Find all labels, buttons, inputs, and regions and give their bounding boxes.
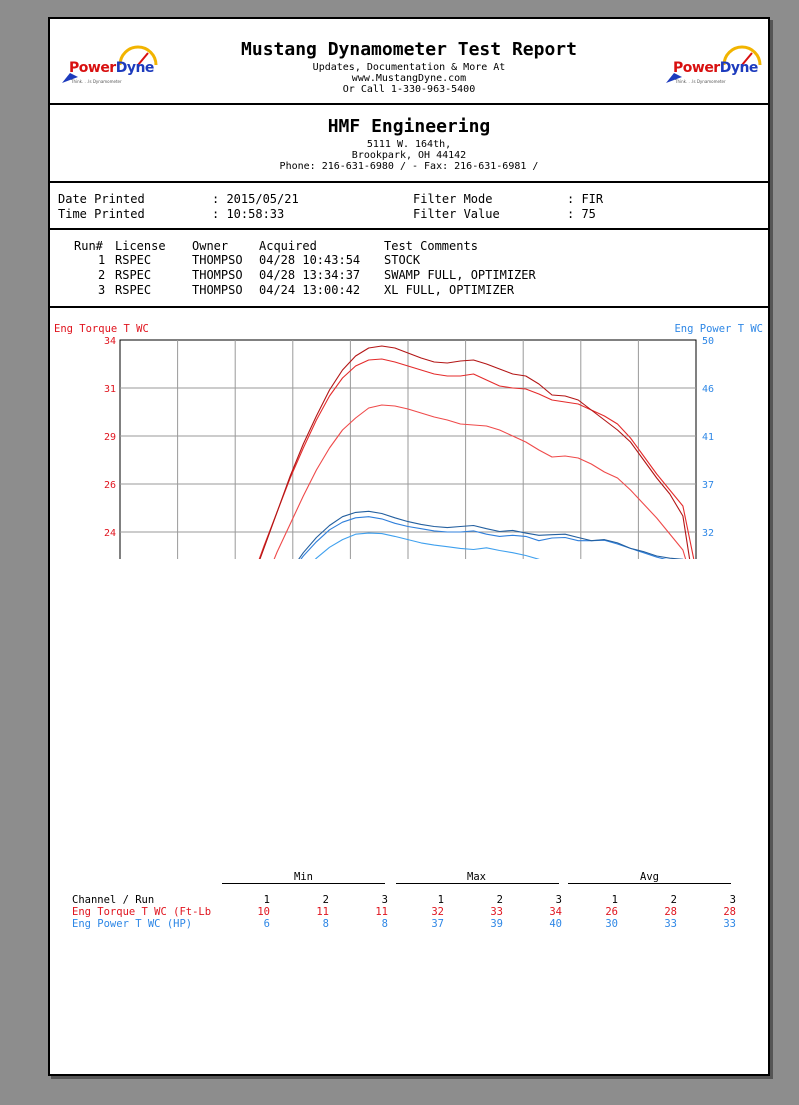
report-title: Mustang Dynamometer Test Report	[241, 39, 577, 60]
filter-value-label: Filter Value	[413, 207, 500, 221]
stats-torque-label: Eng Torque T WC (Ft-Lb	[72, 906, 212, 918]
runs-header-owner: Owner	[192, 239, 229, 253]
filter-mode-label: Filter Mode	[413, 192, 493, 206]
header-line-2: www.MustangDyne.com	[351, 73, 467, 84]
run-owner: THOMPSO	[192, 253, 243, 267]
header-line-3: Or Call 1-330-963-5400	[342, 84, 476, 95]
runs-header-comments: Test Comments	[384, 239, 478, 253]
date-printed-label: Date Printed	[58, 192, 145, 206]
powerdyne-logo-right: PowerDyne Think. . .Is Dynamometer	[662, 43, 762, 84]
stats-run-column-header: 2	[670, 894, 677, 906]
runs-header-run: Run#	[74, 239, 103, 253]
time-printed-label: Time Printed	[58, 207, 145, 221]
run-comment: XL FULL, OPTIMIZER	[384, 283, 515, 297]
shop-address-1: 5111 W. 164th,	[366, 139, 452, 150]
y-right-tick-label: 50	[702, 336, 714, 347]
stats-group-min: Min	[294, 871, 313, 883]
dyno-chart: 4813172126303539434810121417192224262931…	[54, 323, 763, 559]
run-license: RSPEC	[115, 268, 152, 282]
y-left-tick-label: 26	[104, 480, 116, 491]
stats-run-column-header: 2	[496, 894, 503, 906]
stats-run-column-header: 3	[555, 894, 562, 906]
stats-max-rule	[396, 883, 559, 884]
stats-min-rule	[222, 883, 385, 884]
y-right-tick-label: 32	[702, 528, 714, 539]
stats-run-column-header: 3	[729, 894, 736, 906]
y-right-axis-label: Eng Power T WC	[674, 323, 763, 335]
stats-power-value: 8	[322, 918, 329, 930]
y-left-tick-label: 24	[104, 528, 116, 539]
torque-series-line-run-1	[273, 404, 687, 559]
stats-power-value: 33	[664, 918, 677, 930]
stats-torque-value: 32	[431, 906, 444, 918]
run-acquired: 04/24 13:00:42	[259, 283, 361, 297]
logo-wordmark: PowerDyne	[673, 60, 758, 76]
run-comment: SWAMP FULL, OPTIMIZER	[384, 268, 536, 282]
filter-mode-value: : FIR	[567, 192, 604, 206]
torque-series-line-run-2	[258, 358, 695, 559]
stats-torque-value: 33	[490, 906, 503, 918]
run-comment: STOCK	[384, 253, 421, 267]
power-series-line-run-1	[314, 532, 540, 559]
stats-run-column-header: 1	[437, 894, 444, 906]
y-left-tick-label: 31	[104, 384, 116, 395]
run-acquired: 04/28 13:34:37	[259, 268, 361, 282]
power-series-line-run-3	[298, 510, 684, 559]
shop-address-2: Brookpark, OH 44142	[351, 150, 467, 161]
stats-power-value: 40	[549, 918, 562, 930]
run-license: RSPEC	[115, 283, 152, 297]
date-printed-value: : 2015/05/21	[212, 192, 299, 206]
runs-header-acquired: Acquired	[259, 239, 317, 253]
stats-power-value: 39	[490, 918, 503, 930]
run-number: 2	[98, 268, 106, 282]
logo-tagline: Think. . .Is Dynamometer	[675, 79, 726, 84]
stats-torque-value: 11	[375, 906, 388, 918]
gauge-icon	[62, 45, 158, 83]
stats-power-value: 6	[263, 918, 270, 930]
stats-torque-value: 28	[723, 906, 736, 918]
shop-name: HMF Engineering	[327, 116, 491, 137]
report-sheet: PowerDyne Think. . .Is Dynamometer Power…	[48, 17, 770, 1076]
y-right-tick-label: 37	[702, 480, 714, 491]
run-owner: THOMPSO	[192, 283, 243, 297]
stats-torque-value: 10	[257, 906, 270, 918]
filter-value-value: : 75	[567, 207, 596, 221]
stats-header-label: Channel / Run	[72, 894, 155, 906]
time-printed-value: : 10:58:33	[212, 207, 285, 221]
gauge-icon	[666, 45, 762, 83]
run-number: 3	[98, 283, 106, 297]
run-owner: THOMPSO	[192, 268, 243, 282]
y-right-tick-label: 41	[702, 432, 714, 443]
stats-run-column-header: 1	[263, 894, 270, 906]
stats-torque-value: 11	[316, 906, 329, 918]
logo-wordmark: PowerDyne	[69, 60, 154, 76]
stats-group-max: Max	[467, 871, 486, 883]
powerdyne-logo-left: PowerDyne Think. . .Is Dynamometer	[58, 43, 158, 84]
y-left-tick-label: 34	[104, 336, 116, 347]
run-license: RSPEC	[115, 253, 152, 267]
stats-power-label: Eng Power T WC (HP)	[72, 918, 193, 930]
stats-group-avg: Avg	[640, 871, 659, 883]
stats-power-value: 30	[605, 918, 618, 930]
logo-tagline: Think. . .Is Dynamometer	[71, 79, 122, 84]
run-number: 1	[98, 253, 106, 267]
stats-run-column-header: 1	[611, 894, 618, 906]
stats-torque-value: 34	[549, 906, 562, 918]
stats-power-value: 37	[431, 918, 444, 930]
run-acquired: 04/28 10:43:54	[259, 253, 361, 267]
stats-run-column-header: 2	[322, 894, 329, 906]
shop-phone: Phone: 216-631-6980 / - Fax: 216-631-698…	[279, 161, 539, 172]
header-line-1: Updates, Documentation & More At	[312, 62, 506, 73]
y-right-tick-label: 46	[702, 384, 714, 395]
y-left-tick-label: 29	[104, 432, 116, 443]
stats-power-value: 8	[381, 918, 388, 930]
runs-header-license: License	[115, 239, 166, 253]
stats-torque-value: 28	[664, 906, 677, 918]
stats-torque-value: 26	[605, 906, 618, 918]
stats-run-column-header: 3	[381, 894, 388, 906]
torque-series-line-run-3	[259, 345, 691, 559]
y-left-axis-label: Eng Torque T WC	[54, 323, 149, 335]
stats-power-value: 33	[723, 918, 736, 930]
stats-avg-rule	[568, 883, 731, 884]
